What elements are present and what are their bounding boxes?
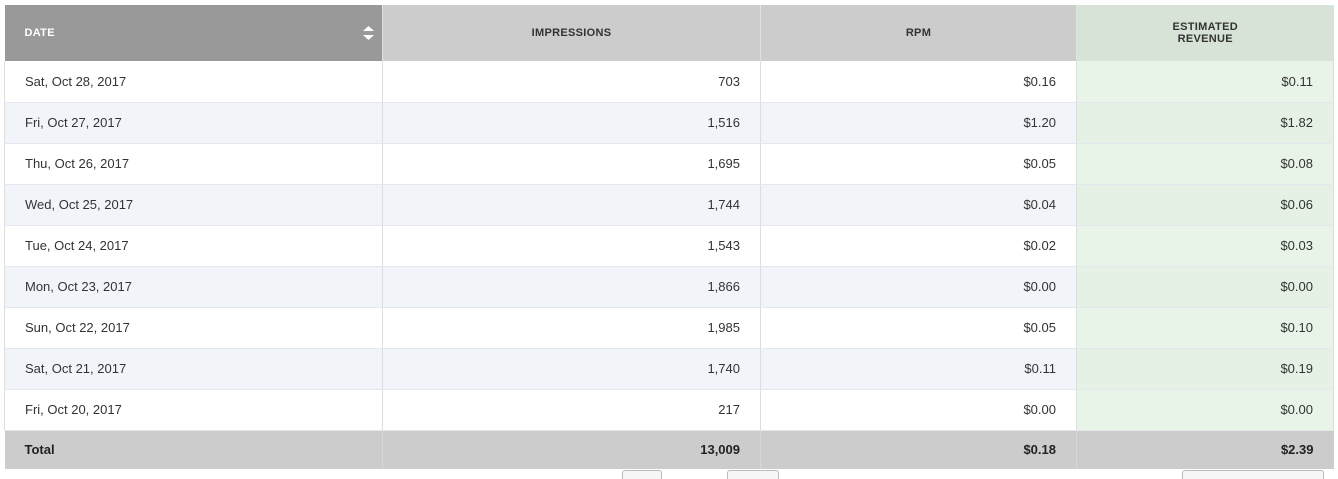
total-impressions: 13,009 [383, 430, 761, 469]
row-estimated-revenue: $0.08 [1077, 143, 1334, 184]
row-date: Tue, Oct 24, 2017 [5, 225, 383, 266]
row-estimated-revenue: $1.82 [1077, 102, 1334, 143]
row-estimated-revenue: $0.03 [1077, 225, 1334, 266]
row-impressions: 1,985 [383, 307, 761, 348]
row-rpm: $0.02 [761, 225, 1077, 266]
earnings-report-table: DATE IMPRESSIONS RPM ESTIMATED REVENUE S… [4, 5, 1334, 469]
row-rpm: $0.00 [761, 389, 1077, 430]
row-estimated-revenue: $0.00 [1077, 266, 1334, 307]
row-date: Thu, Oct 26, 2017 [5, 143, 383, 184]
row-date: Fri, Oct 27, 2017 [5, 102, 383, 143]
table-row: Wed, Oct 25, 2017 1,744 $0.04 $0.06 [5, 184, 1334, 225]
table-row: Tue, Oct 24, 2017 1,543 $0.02 $0.03 [5, 225, 1334, 266]
row-rpm: $0.11 [761, 348, 1077, 389]
row-estimated-revenue: $0.10 [1077, 307, 1334, 348]
table-row: Fri, Oct 27, 2017 1,516 $1.20 $1.82 [5, 102, 1334, 143]
row-date: Mon, Oct 23, 2017 [5, 266, 383, 307]
column-header-date-label: DATE [25, 27, 55, 39]
table-row: Thu, Oct 26, 2017 1,695 $0.05 $0.08 [5, 143, 1334, 184]
row-impressions: 1,744 [383, 184, 761, 225]
row-estimated-revenue: $0.11 [1077, 61, 1334, 102]
row-impressions: 1,516 [383, 102, 761, 143]
total-rpm: $0.18 [761, 430, 1077, 469]
row-estimated-revenue: $0.06 [1077, 184, 1334, 225]
column-header-date[interactable]: DATE [5, 5, 383, 61]
column-header-estimated-revenue[interactable]: ESTIMATED REVENUE [1077, 5, 1334, 61]
column-header-rpm-label: RPM [906, 27, 931, 39]
row-estimated-revenue: $0.00 [1077, 389, 1334, 430]
row-rpm: $0.05 [761, 307, 1077, 348]
row-estimated-revenue: $0.19 [1077, 348, 1334, 389]
row-impressions: 1,866 [383, 266, 761, 307]
row-date: Sat, Oct 21, 2017 [5, 348, 383, 389]
table-row: Sat, Oct 28, 2017 703 $0.16 $0.11 [5, 61, 1334, 102]
table-row: Fri, Oct 20, 2017 217 $0.00 $0.00 [5, 389, 1334, 430]
table-row: Sun, Oct 22, 2017 1,985 $0.05 $0.10 [5, 307, 1334, 348]
row-impressions: 217 [383, 389, 761, 430]
column-header-impressions-label: IMPRESSIONS [532, 27, 612, 39]
column-header-impressions[interactable]: IMPRESSIONS [383, 5, 761, 61]
row-rpm: $0.00 [761, 266, 1077, 307]
row-date: Wed, Oct 25, 2017 [5, 184, 383, 225]
column-header-rpm[interactable]: RPM [761, 5, 1077, 61]
row-impressions: 1,740 [383, 348, 761, 389]
sort-updown-icon[interactable] [363, 26, 374, 40]
row-impressions: 1,695 [383, 143, 761, 184]
row-date: Sun, Oct 22, 2017 [5, 307, 383, 348]
row-rpm: $0.16 [761, 61, 1077, 102]
table-row: Mon, Oct 23, 2017 1,866 $0.00 $0.00 [5, 266, 1334, 307]
row-rpm: $1.20 [761, 102, 1077, 143]
column-header-estimated-revenue-label: ESTIMATED REVENUE [1173, 21, 1238, 45]
row-rpm: $0.05 [761, 143, 1077, 184]
row-rpm: $0.04 [761, 184, 1077, 225]
row-impressions: 703 [383, 61, 761, 102]
row-date: Fri, Oct 20, 2017 [5, 389, 383, 430]
table-body: Sat, Oct 28, 2017 703 $0.16 $0.11 Fri, Oct 2… [5, 61, 1334, 430]
total-row: Total 13,009 $0.18 $2.39 [5, 430, 1334, 469]
header-row: DATE IMPRESSIONS RPM ESTIMATED REVENUE [5, 5, 1334, 61]
total-label: Total [5, 430, 383, 469]
table-row: Sat, Oct 21, 2017 1,740 $0.11 $0.19 [5, 348, 1334, 389]
total-estimated-revenue: $2.39 [1077, 430, 1334, 469]
row-date: Sat, Oct 28, 2017 [5, 61, 383, 102]
row-impressions: 1,543 [383, 225, 761, 266]
